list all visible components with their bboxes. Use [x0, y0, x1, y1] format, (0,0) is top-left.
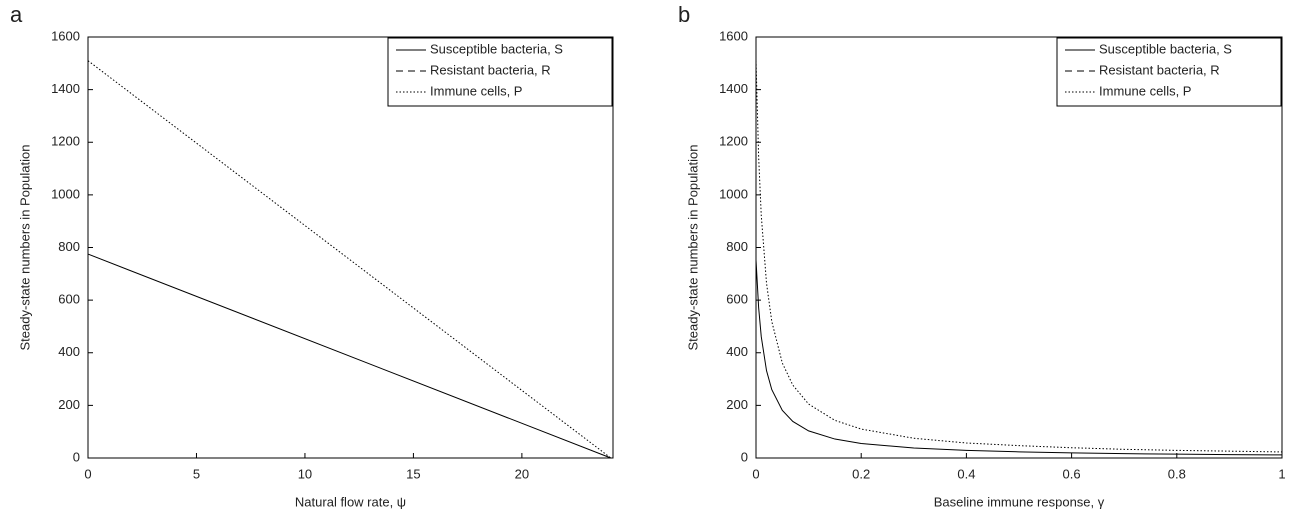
x-axis-label: Natural flow rate, ψ [295, 494, 406, 509]
y-tick-label: 1600 [719, 28, 748, 43]
y-axis-label: Steady-state numbers in Population [685, 145, 700, 351]
legend-label: Susceptible bacteria, S [1099, 41, 1232, 56]
series-line [87, 253, 612, 459]
legend-label: Immune cells, P [430, 83, 522, 98]
y-tick-label: 0 [741, 449, 748, 464]
y-tick-label: 1000 [51, 186, 80, 201]
x-tick-label: 0.8 [1168, 466, 1186, 481]
legend-label: Resistant bacteria, R [1099, 62, 1220, 77]
y-tick-label: 800 [58, 239, 80, 254]
x-tick-label: 5 [193, 466, 200, 481]
x-axis-label: Baseline immune response, γ [934, 494, 1105, 509]
x-tick-label: 1 [1278, 466, 1285, 481]
y-tick-label: 400 [58, 344, 80, 359]
y-axis-label: Steady-state numbers in Population [17, 145, 32, 351]
y-tick-label: 600 [726, 292, 748, 307]
x-tick-label: 0 [752, 466, 759, 481]
y-tick-label: 1400 [719, 81, 748, 96]
series-line [755, 60, 1283, 453]
y-tick-label: 1200 [719, 134, 748, 149]
x-tick-label: 0.2 [852, 466, 870, 481]
panel-label: a [10, 2, 23, 27]
legend-label: Immune cells, P [1099, 83, 1191, 98]
x-tick-label: 20 [515, 466, 529, 481]
x-tick-label: 15 [406, 466, 420, 481]
y-tick-label: 200 [58, 397, 80, 412]
legend-box [387, 37, 613, 107]
y-tick-label: 400 [726, 344, 748, 359]
y-tick-label: 800 [726, 239, 748, 254]
y-tick-label: 1600 [51, 28, 80, 43]
series-line [87, 60, 612, 459]
y-tick-label: 600 [58, 292, 80, 307]
x-tick-label: 0 [84, 466, 91, 481]
x-tick-label: 10 [298, 466, 312, 481]
y-tick-label: 1400 [51, 81, 80, 96]
series-line [755, 259, 1283, 456]
x-tick-label: 0.6 [1063, 466, 1081, 481]
y-tick-label: 0 [73, 449, 80, 464]
panel-label: b [678, 2, 690, 27]
legend-label: Susceptible bacteria, S [430, 41, 563, 56]
legend-label: Resistant bacteria, R [430, 62, 551, 77]
x-tick-label: 0.4 [957, 466, 975, 481]
y-tick-label: 200 [726, 397, 748, 412]
y-tick-label: 1200 [51, 134, 80, 149]
legend-box [1056, 37, 1282, 107]
y-tick-label: 1000 [719, 186, 748, 201]
